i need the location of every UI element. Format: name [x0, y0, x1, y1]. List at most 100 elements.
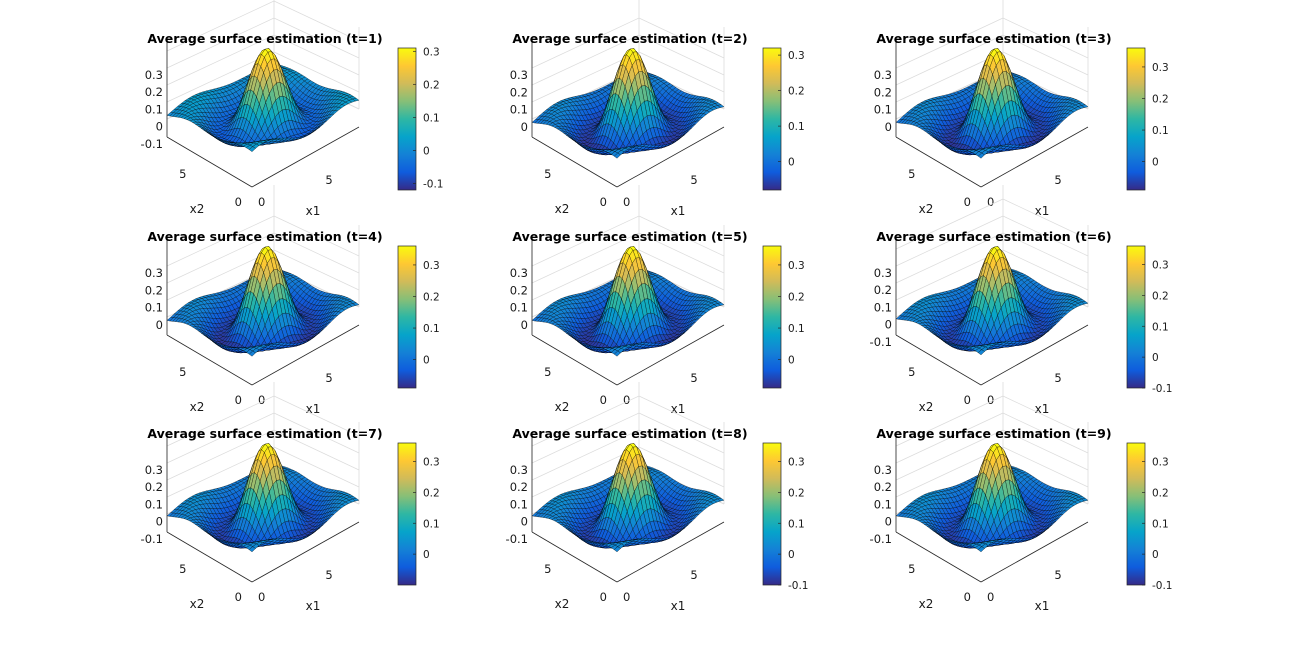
x2-tick-label: 0 — [235, 393, 242, 407]
z-tick-label: 0.3 — [510, 68, 528, 82]
x2-tick-label: 5 — [179, 167, 186, 181]
colorbar — [1126, 245, 1146, 389]
colorbar-tick-label: 0.2 — [1152, 487, 1169, 499]
z-tick-label: 0.2 — [510, 480, 528, 494]
x1-axis-label: x1 — [1035, 204, 1050, 218]
colorbar-tick-label: 0.3 — [788, 457, 805, 469]
x2-axis-line — [531, 334, 618, 386]
x1-tick-label: 5 — [325, 371, 332, 385]
z-tick-label: 0.2 — [510, 85, 528, 99]
x1-axis-label: x1 — [671, 204, 686, 218]
x2-axis-label: x2 — [555, 597, 570, 611]
z-tick-label: 0 — [885, 515, 892, 529]
x2-axis-label: x2 — [555, 202, 570, 216]
colorbar-tick-label: 0.1 — [1152, 125, 1169, 137]
colorbar-tick-label: 0 — [788, 355, 795, 367]
x2-tick-label: 5 — [908, 562, 915, 576]
z-tick-label: 0.1 — [145, 301, 163, 315]
x2-axis-line — [895, 136, 982, 188]
colorbar-tick-label: 0.2 — [788, 291, 805, 303]
x2-tick-label: 0 — [964, 393, 971, 407]
colorbar-tick-label: 0.3 — [1152, 457, 1169, 469]
z-tick-label: 0.1 — [510, 497, 528, 511]
colorbar — [762, 245, 782, 389]
x1-axis-line — [980, 324, 1089, 386]
z-tick-label: 0.3 — [874, 463, 892, 477]
subplot-title: Average surface estimation (t=4) — [147, 229, 382, 244]
x2-tick-label: 5 — [544, 562, 551, 576]
subplot-1: -0.1 0 0.1 0.2 0.3 0 5 0 5 x1 x2 Average surface es… — [141, 0, 444, 218]
z-tick-label: 0 — [156, 318, 163, 332]
x1-axis-label: x1 — [306, 599, 321, 613]
colorbar-tick-label: 0.3 — [423, 260, 440, 272]
x1-axis-label: x1 — [671, 599, 686, 613]
z-tick-label: 0.3 — [145, 266, 163, 280]
x1-axis-line — [616, 521, 725, 583]
z-tick-label: 0.2 — [510, 283, 528, 297]
x2-axis-line — [895, 334, 982, 386]
colorbar-tick-label: 0.1 — [1152, 321, 1169, 333]
z-tick-label: 0 — [156, 120, 163, 134]
x1-tick-label: 5 — [1054, 371, 1061, 385]
x1-axis-line — [980, 126, 1089, 188]
x2-tick-label: 5 — [544, 167, 551, 181]
x2-tick-label: 0 — [235, 195, 242, 209]
colorbar-tick-label: -0.1 — [1152, 383, 1173, 395]
surface-mesh-3 — [895, 48, 1089, 159]
colorbar-tick-label: 0.2 — [1152, 93, 1169, 105]
colorbar-tick-label: 0.1 — [423, 518, 440, 530]
x1-axis-line — [616, 126, 725, 188]
x1-tick-label: 0 — [987, 195, 994, 209]
z-tick-label: 0.3 — [874, 68, 892, 82]
z-tick-label: 0.3 — [145, 463, 163, 477]
subplot-title: Average surface estimation (t=8) — [512, 426, 747, 441]
colorbar-tick-label: 0 — [423, 549, 430, 561]
colorbar-tick-label: -0.1 — [1152, 580, 1173, 592]
z-tick-label: 0 — [885, 120, 892, 134]
x2-axis-line — [531, 136, 618, 188]
colorbar-tick-label: 0.3 — [423, 46, 440, 58]
colorbar-tick-label: 0.3 — [788, 50, 805, 62]
z-tick-label: 0.1 — [510, 103, 528, 117]
x2-tick-label: 5 — [179, 562, 186, 576]
x1-tick-label: 0 — [258, 393, 265, 407]
surface-mesh-7 — [166, 443, 360, 553]
z-tick-label: 0.2 — [874, 283, 892, 297]
z-tick-label: 0.1 — [874, 300, 892, 314]
subplot-9: -0.1 0 0.1 0.2 0.3 0 5 0 5 x1 x2 Average surface es… — [870, 382, 1173, 613]
colorbar — [397, 47, 417, 191]
colorbar — [397, 245, 417, 389]
colorbar-tick-label: -0.1 — [788, 580, 809, 592]
colorbar-tick-label: 0.2 — [1152, 290, 1169, 302]
x2-tick-label: 5 — [544, 365, 551, 379]
colorbar-tick-label: 0.1 — [788, 323, 805, 335]
x1-axis-line — [251, 324, 360, 386]
x2-axis-label: x2 — [190, 202, 205, 216]
x1-tick-label: 5 — [690, 173, 697, 187]
x2-axis-label: x2 — [190, 597, 205, 611]
surface-mesh-8 — [531, 443, 725, 553]
z-tick-label: 0.1 — [145, 497, 163, 511]
surface-mesh-9 — [895, 443, 1089, 553]
colorbar-tick-label: 0.1 — [1152, 518, 1169, 530]
x1-axis-label: x1 — [306, 204, 321, 218]
x1-axis-label: x1 — [1035, 599, 1050, 613]
surface-mesh-4 — [166, 246, 360, 357]
z-tick-label: 0 — [156, 515, 163, 529]
colorbar-tick-label: 0 — [1152, 352, 1159, 364]
colorbar-tick-label: 0.2 — [423, 291, 440, 303]
x2-tick-label: 0 — [600, 590, 607, 604]
colorbar-tick-label: 0 — [423, 355, 430, 367]
z-tick-label: 0.2 — [145, 283, 163, 297]
x2-axis-label: x2 — [555, 400, 570, 414]
colorbar-tick-label: 0 — [1152, 549, 1159, 561]
x2-axis-label: x2 — [919, 597, 934, 611]
subplot-5: 0 0.1 0.2 0.3 0 5 0 5 x1 x2 Average surface estima… — [510, 185, 805, 416]
colorbar-tick-label: 0.3 — [423, 457, 440, 469]
colorbar-tick-label: 0 — [788, 157, 795, 169]
x2-axis-label: x2 — [919, 400, 934, 414]
colorbar-tick-label: -0.1 — [423, 178, 444, 190]
colorbar-tick-label: 0 — [423, 145, 430, 157]
z-tick-label: 0 — [521, 318, 528, 332]
